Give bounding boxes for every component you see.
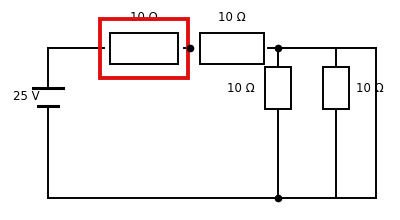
- Bar: [110, 33, 178, 64]
- Text: 10 Ω: 10 Ω: [130, 11, 158, 24]
- Bar: [200, 33, 264, 64]
- Text: 25 V: 25 V: [13, 90, 39, 103]
- Text: 10 Ω: 10 Ω: [228, 81, 255, 95]
- Bar: [100, 19, 188, 78]
- Bar: [323, 67, 349, 109]
- Text: 10 Ω: 10 Ω: [356, 81, 384, 95]
- Bar: [265, 67, 291, 109]
- Text: 10 Ω: 10 Ω: [218, 11, 246, 24]
